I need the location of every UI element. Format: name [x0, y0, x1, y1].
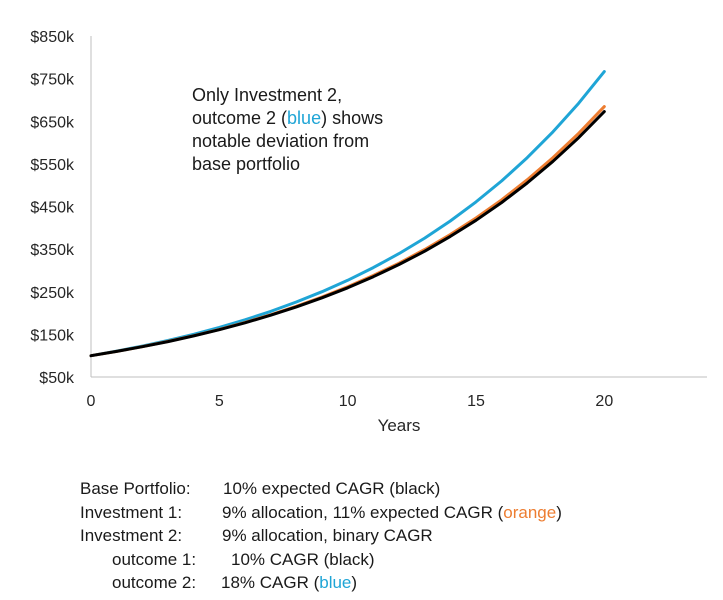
- y-tick-label: $50k: [39, 370, 75, 387]
- annotation-line-2-post: ) shows: [321, 108, 384, 128]
- legend: Base Portfolio: 10% expected CAGR (black)…: [80, 477, 562, 595]
- annotation-line-2: outcome 2 (blue) shows: [192, 107, 383, 130]
- series-line-base-portfolio: [89, 110, 606, 358]
- legend-text-outcome-1: 10% CAGR (black): [231, 549, 375, 569]
- y-tick-label: $850k: [30, 29, 75, 46]
- legend-label-investment-2: Investment 2:: [80, 526, 183, 545]
- series-lines: [89, 70, 606, 358]
- x-tick-labels: 0 5 10 15 20: [87, 393, 614, 410]
- annotation-line-2-pre: outcome 2 (: [192, 108, 288, 128]
- y-tick-label: $750k: [30, 72, 75, 89]
- legend-text-outcome-2-pre: 18% CAGR (: [221, 573, 320, 592]
- legend-text-investment-1-post: ): [556, 502, 562, 522]
- legend-label-base: Base Portfolio:: [80, 479, 191, 498]
- y-tick-labels: $50k $150k $250k $350k $450k $550k $650k $750k $…: [30, 29, 75, 387]
- growth-chart: $50k $150k $250k $350k $450k $550k $650k $750k $…: [30, 29, 707, 435]
- x-tick-label: 0: [87, 393, 96, 410]
- legend-text-investment-1-pre: 9% allocation, 11% expected CAGR (: [222, 502, 504, 522]
- legend-label-outcome-2: outcome 2:: [112, 573, 197, 592]
- y-tick-label: $450k: [30, 200, 75, 217]
- legend-text-investment-2: 9% allocation, binary CAGR: [222, 526, 433, 545]
- legend-row-investment-1: Investment 1: 9% allocation, 11% expected…: [80, 501, 562, 525]
- legend-row-investment-2: Investment 2: 9% allocation, binary CAGR: [80, 524, 562, 548]
- y-tick-label: $350k: [30, 242, 75, 259]
- legend-orange-word: orange: [503, 502, 557, 522]
- x-tick-label: 20: [595, 393, 613, 410]
- annotation-blue-word: blue: [287, 108, 322, 128]
- annotation-line-3: notable deviation from: [192, 131, 370, 151]
- legend-text-base: 10% expected CAGR (black): [223, 479, 441, 498]
- y-tick-label: $150k: [30, 327, 75, 344]
- legend-row-outcome-2: outcome 2: 18% CAGR (blue): [80, 571, 562, 595]
- y-tick-label: $550k: [30, 157, 75, 174]
- legend-label-outcome-1: outcome 1:: [112, 549, 197, 569]
- x-axis-title: Years: [378, 416, 421, 435]
- legend-text-outcome-2-post: ): [351, 573, 358, 592]
- x-tick-label: 10: [339, 393, 357, 410]
- legend-row-base: Base Portfolio: 10% expected CAGR (black): [80, 477, 562, 501]
- x-tick-label: 5: [215, 393, 224, 410]
- annotation-line-4: base portfolio: [192, 154, 301, 174]
- chart-annotation: Only Investment 2, outcome 2 (blue) show…: [192, 84, 383, 176]
- legend-label-investment-1: Investment 1:: [80, 502, 183, 522]
- legend-blue-word: blue: [319, 573, 352, 592]
- legend-row-outcome-1: outcome 1: 10% CAGR (black): [80, 548, 562, 572]
- y-tick-label: $250k: [30, 285, 75, 302]
- annotation-line-1: Only Investment 2,: [192, 85, 343, 105]
- x-tick-label: 15: [467, 393, 485, 410]
- y-tick-label: $650k: [30, 114, 75, 131]
